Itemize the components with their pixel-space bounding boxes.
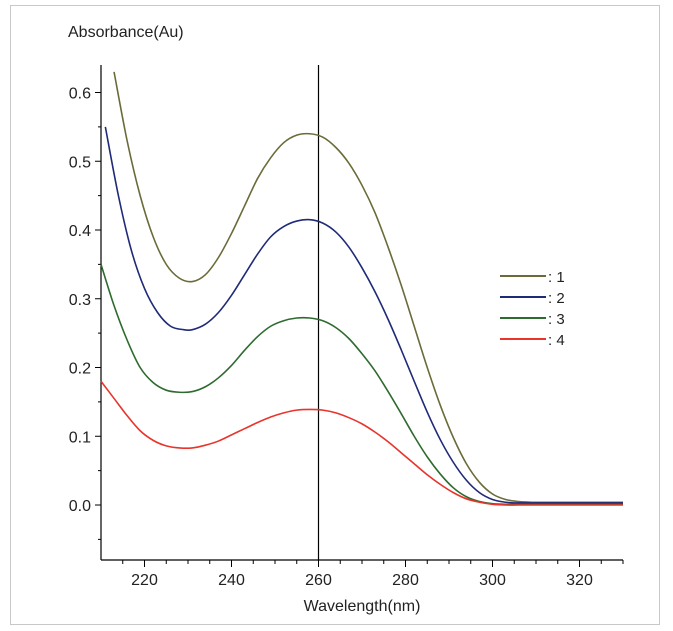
legend-label-4: : 4 xyxy=(548,332,565,349)
x-tick-label: 220 xyxy=(131,572,158,589)
y-axis-title: Absorbance(Au) xyxy=(68,24,184,41)
ticks: 0.0 0.1 0.2 0.3 0.4 0.5 0.6 220 240 260 280 300 320 xyxy=(69,86,624,589)
series-line-3 xyxy=(100,264,623,506)
chart-frame xyxy=(10,5,660,625)
x-tick-label: 260 xyxy=(305,572,332,589)
legend-label-2: : 2 xyxy=(548,290,565,307)
legend-label-3: : 3 xyxy=(548,311,565,328)
y-tick-label: 0.0 xyxy=(69,498,91,515)
y-tick-label: 0.4 xyxy=(69,223,91,240)
y-tick-label: 0.6 xyxy=(69,86,91,103)
series-line-4 xyxy=(100,380,623,506)
x-tick-label: 300 xyxy=(479,572,506,589)
y-tick-label: 0.1 xyxy=(69,429,91,446)
x-tick-label: 240 xyxy=(218,572,245,589)
y-tick-label: 0.5 xyxy=(69,154,91,171)
legend-label-1: : 1 xyxy=(548,269,565,286)
series-group xyxy=(100,71,623,506)
series-line-1 xyxy=(113,71,623,504)
series-line-2 xyxy=(104,126,623,504)
x-axis-title: Wavelength(nm) xyxy=(304,598,421,615)
x-tick-label: 320 xyxy=(566,572,593,589)
legend: : 1 : 2 : 3 : 4 xyxy=(500,269,565,349)
y-tick-label: 0.3 xyxy=(69,292,91,309)
axes xyxy=(100,65,623,561)
x-tick-label: 280 xyxy=(392,572,419,589)
y-tick-label: 0.2 xyxy=(69,361,91,378)
